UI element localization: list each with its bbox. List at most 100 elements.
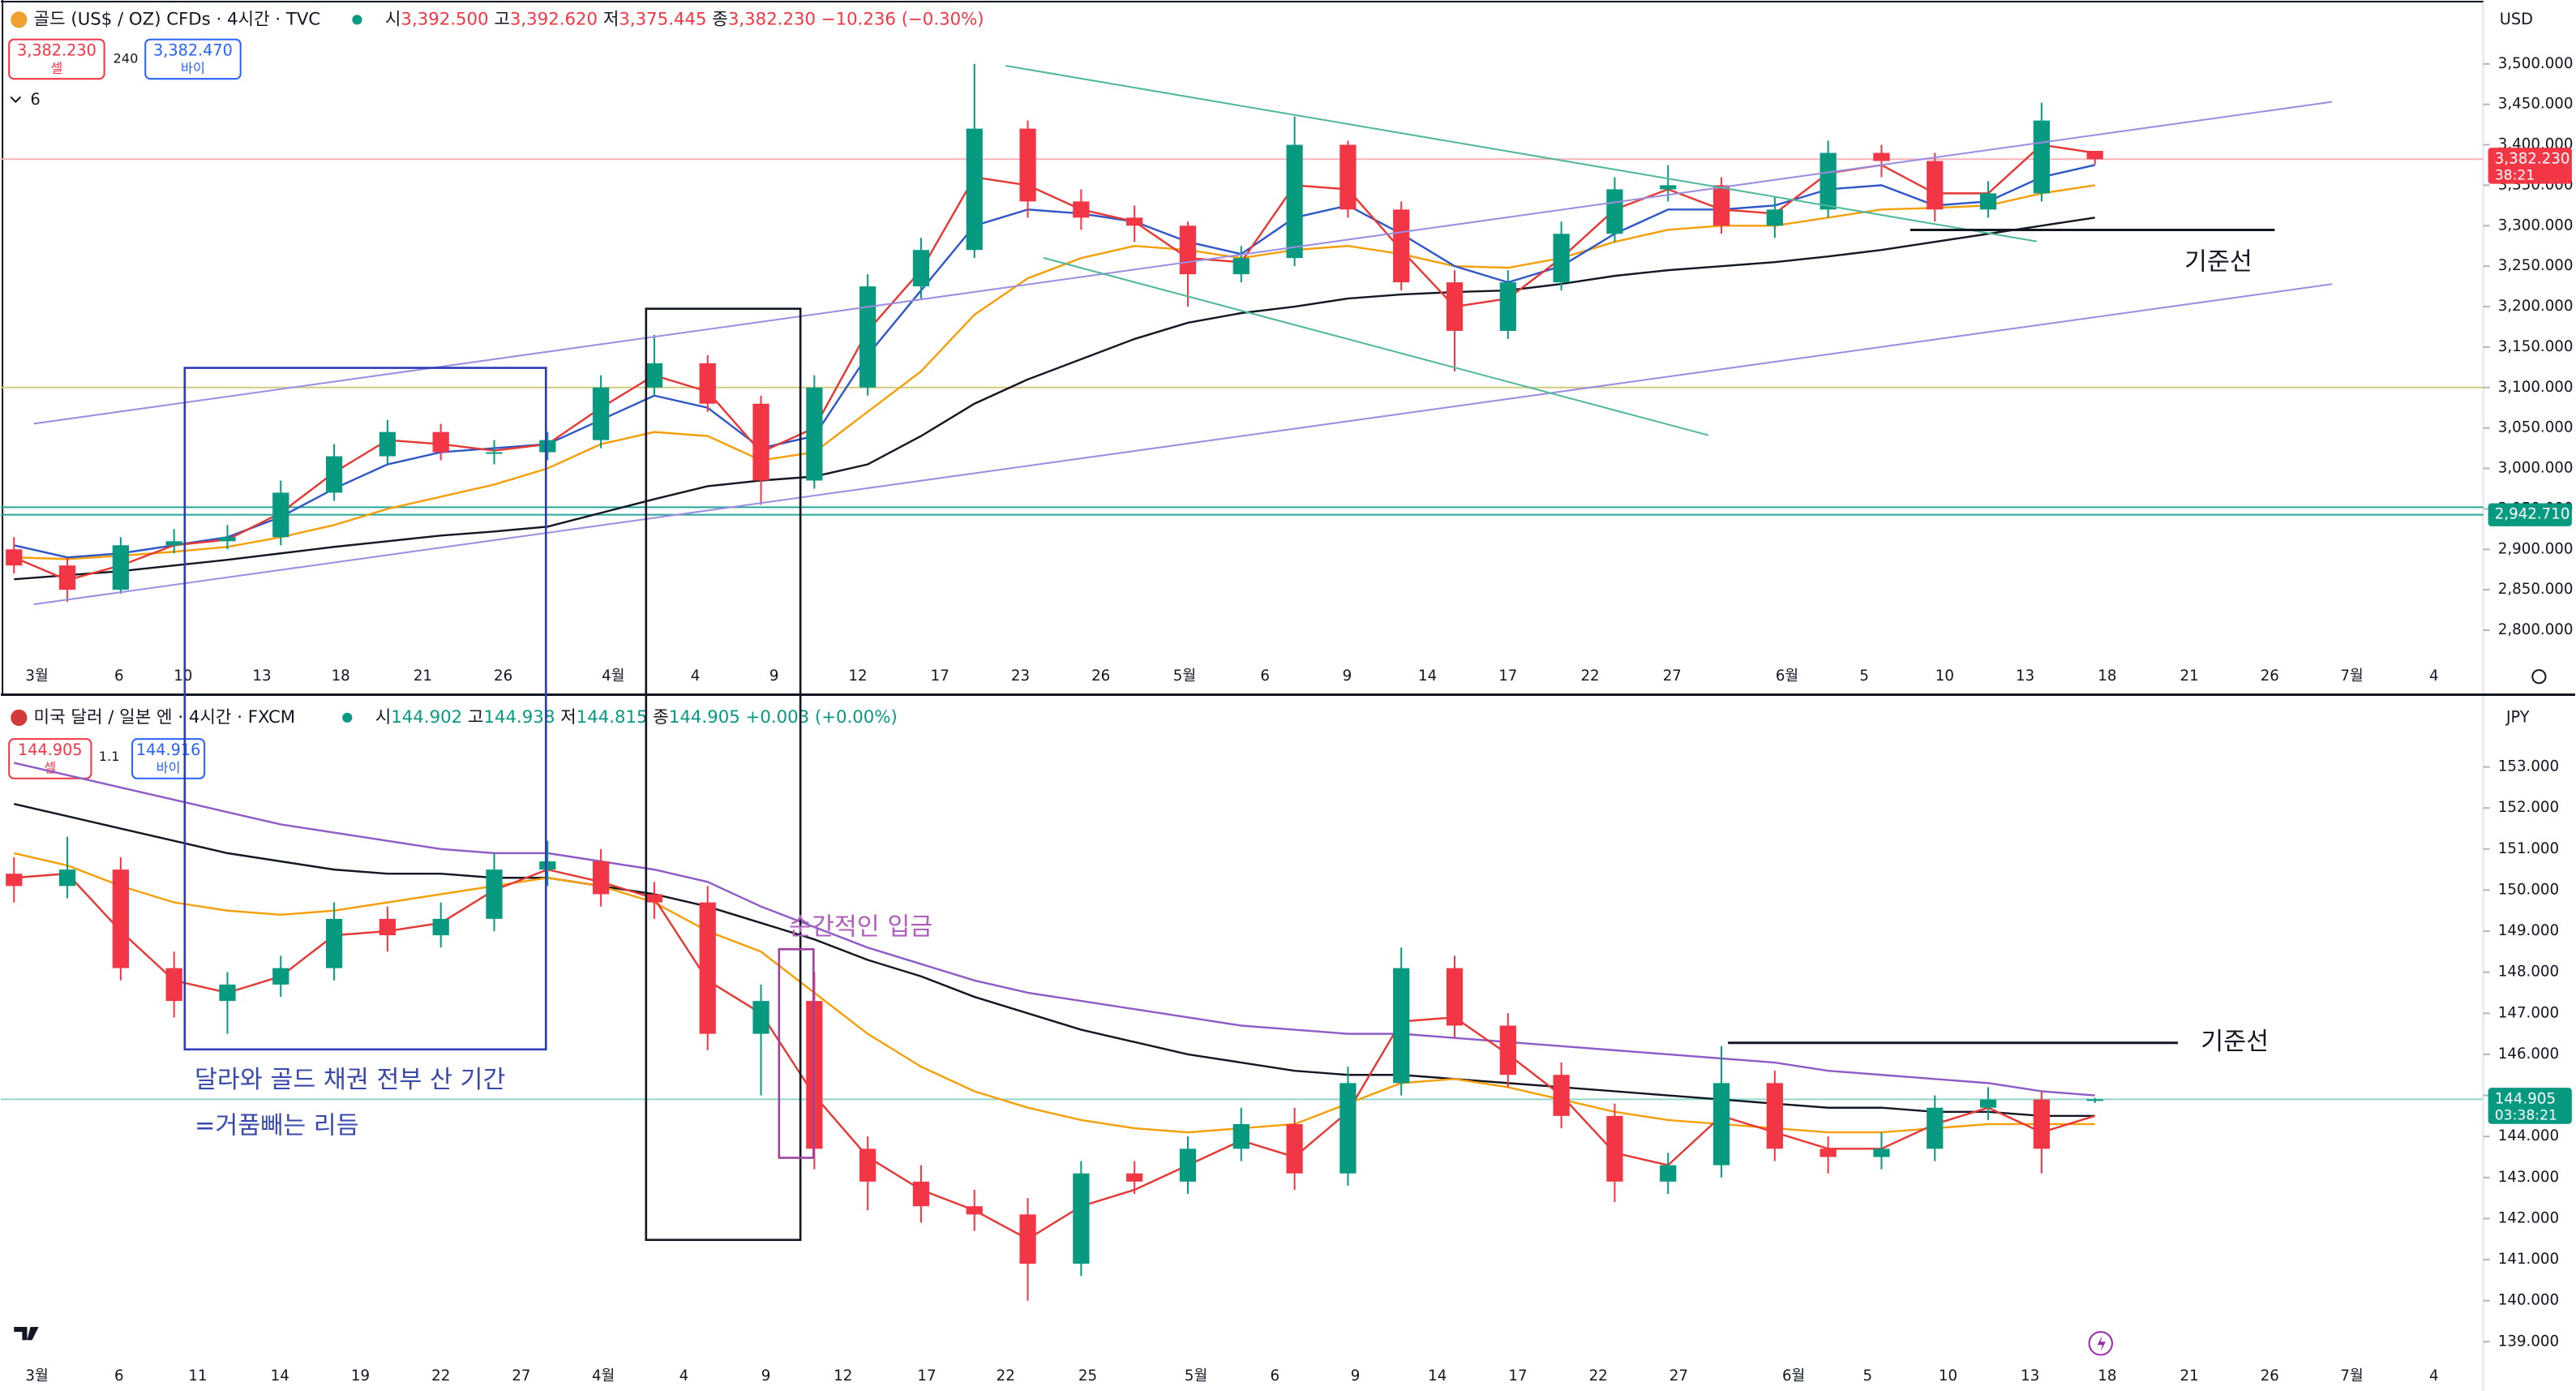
candle-body: [699, 363, 716, 404]
price-tag-timer: 38:21: [2495, 168, 2535, 184]
channel-line: [1005, 64, 2037, 243]
time-label: 21: [2180, 668, 2199, 685]
sell-button[interactable]: [8, 738, 92, 779]
time-label: 13: [2016, 668, 2034, 685]
y-tick-label: 3,300.000: [2498, 217, 2574, 234]
candle-body: [752, 1001, 769, 1034]
time-label: 18: [332, 668, 350, 685]
y-tick-label: 140.000: [2498, 1292, 2559, 1309]
status-dot: [352, 15, 362, 25]
price-tag: [2488, 503, 2572, 526]
price-tag: [2488, 148, 2572, 184]
candle-body: [112, 869, 129, 968]
ohlc-key: 시: [375, 707, 392, 728]
moving-average: [14, 868, 2096, 1241]
time-label: 14: [1418, 668, 1437, 685]
time-label: 13: [252, 668, 271, 685]
ohlc-key: 고: [468, 707, 484, 728]
candle-body: [1499, 1025, 1516, 1075]
spike-box: [778, 948, 815, 1159]
spread: 1.1: [99, 749, 120, 764]
candle-body: [1979, 193, 1997, 210]
candle-body: [1873, 1148, 1890, 1157]
time-label: 10: [174, 668, 192, 685]
candle-body: [1393, 209, 1410, 283]
candle-body: [1927, 1107, 1944, 1149]
candle-body: [379, 431, 396, 457]
candle-body: [2086, 151, 2103, 160]
ohlc-key: 시: [385, 9, 401, 29]
time-label: 6월: [1776, 668, 1798, 685]
annotation: =거품빼는 리듬: [195, 1112, 359, 1140]
time-label: 4: [691, 668, 701, 685]
status-dot: [342, 712, 353, 723]
y-tick-label: 2,800.000: [2498, 621, 2574, 638]
alert-icon[interactable]: [2088, 1331, 2113, 1356]
candle-body: [1606, 189, 1623, 234]
candle-body: [1126, 1173, 1143, 1182]
candle-body: [1019, 128, 1036, 202]
candle-body: [593, 861, 610, 895]
time-label: 4월: [592, 1367, 615, 1385]
time-label: 23: [1011, 668, 1030, 685]
y-tick-label: 144.000: [2498, 1127, 2559, 1144]
time-label: 6월: [1782, 1367, 1805, 1385]
time-label: 4: [679, 1367, 689, 1385]
annotation: 달라와 골드 채권 전부 산 기간: [195, 1066, 505, 1094]
y-tick-label: 143.000: [2498, 1169, 2559, 1186]
candle-body: [219, 984, 236, 1002]
candle-body: [1499, 282, 1516, 331]
y-tick-label: 3,000.000: [2498, 460, 2574, 477]
candle-body: [486, 869, 503, 919]
symbol-title[interactable]: 미국 달러 / 일본 엔 · 4시간 · FXCM: [34, 707, 296, 728]
indicator-toggle[interactable]: [10, 96, 22, 103]
time-label: 26: [2261, 668, 2279, 685]
y-tick-label: 3,100.000: [2498, 379, 2574, 396]
y-tick-label: 3,500.000: [2498, 55, 2574, 72]
time-label: 10: [1939, 1367, 1957, 1385]
y-tick-label: 147.000: [2498, 1004, 2559, 1021]
time-label: 5월: [1173, 668, 1196, 685]
candle-body: [486, 452, 503, 454]
y-tick-label: 149.000: [2498, 922, 2559, 939]
candle-body: [1446, 968, 1464, 1026]
buy-label: 바이: [181, 61, 205, 76]
candle-body: [2033, 1099, 2051, 1149]
price-tag-label: 2,942.710: [2495, 506, 2570, 523]
candle-body: [1073, 201, 1090, 218]
candle-body: [1179, 1148, 1197, 1182]
candle-body: [1819, 152, 1837, 210]
settings-icon[interactable]: [2531, 669, 2547, 685]
time-label: 14: [1428, 1367, 1447, 1385]
buy-button[interactable]: [131, 738, 206, 779]
time-label: 9: [769, 668, 779, 685]
candle-body: [1286, 1123, 1303, 1174]
ohlc-value: 3,375.445: [619, 9, 706, 29]
buy-button[interactable]: [144, 38, 242, 80]
y-tick-label: 146.000: [2498, 1045, 2559, 1063]
ohlc-change: −10.236 (−0.30%): [821, 9, 984, 29]
candle-body: [6, 549, 23, 566]
buy-label: 바이: [156, 760, 181, 775]
candle-body: [2086, 1099, 2103, 1101]
candle-body: [1606, 1115, 1623, 1182]
candle-body: [539, 440, 556, 453]
y-tick-label: 142.000: [2498, 1209, 2559, 1226]
price-tag-timer: 03:38:21: [2495, 1108, 2557, 1124]
y-tick-label: 3,250.000: [2498, 257, 2574, 274]
logo: [14, 1327, 39, 1341]
time-label: 27: [512, 1367, 530, 1385]
time-label: 18: [2098, 668, 2116, 685]
y-tick-label: 153.000: [2498, 758, 2559, 775]
candle-body: [1339, 144, 1357, 210]
candle-body: [272, 968, 289, 985]
y-tick-label: 151.000: [2498, 840, 2559, 857]
time-label: 26: [494, 668, 512, 685]
ohlc-value: 144.902: [391, 707, 462, 728]
candle-body: [112, 545, 129, 590]
candle-body: [1446, 282, 1464, 331]
sell-button[interactable]: [8, 38, 105, 80]
time-label: 6: [114, 668, 124, 685]
symbol-title[interactable]: 골드 (US$ / OZ) CFDs · 4시간 · TVC: [34, 9, 321, 29]
candle-body: [219, 537, 236, 542]
